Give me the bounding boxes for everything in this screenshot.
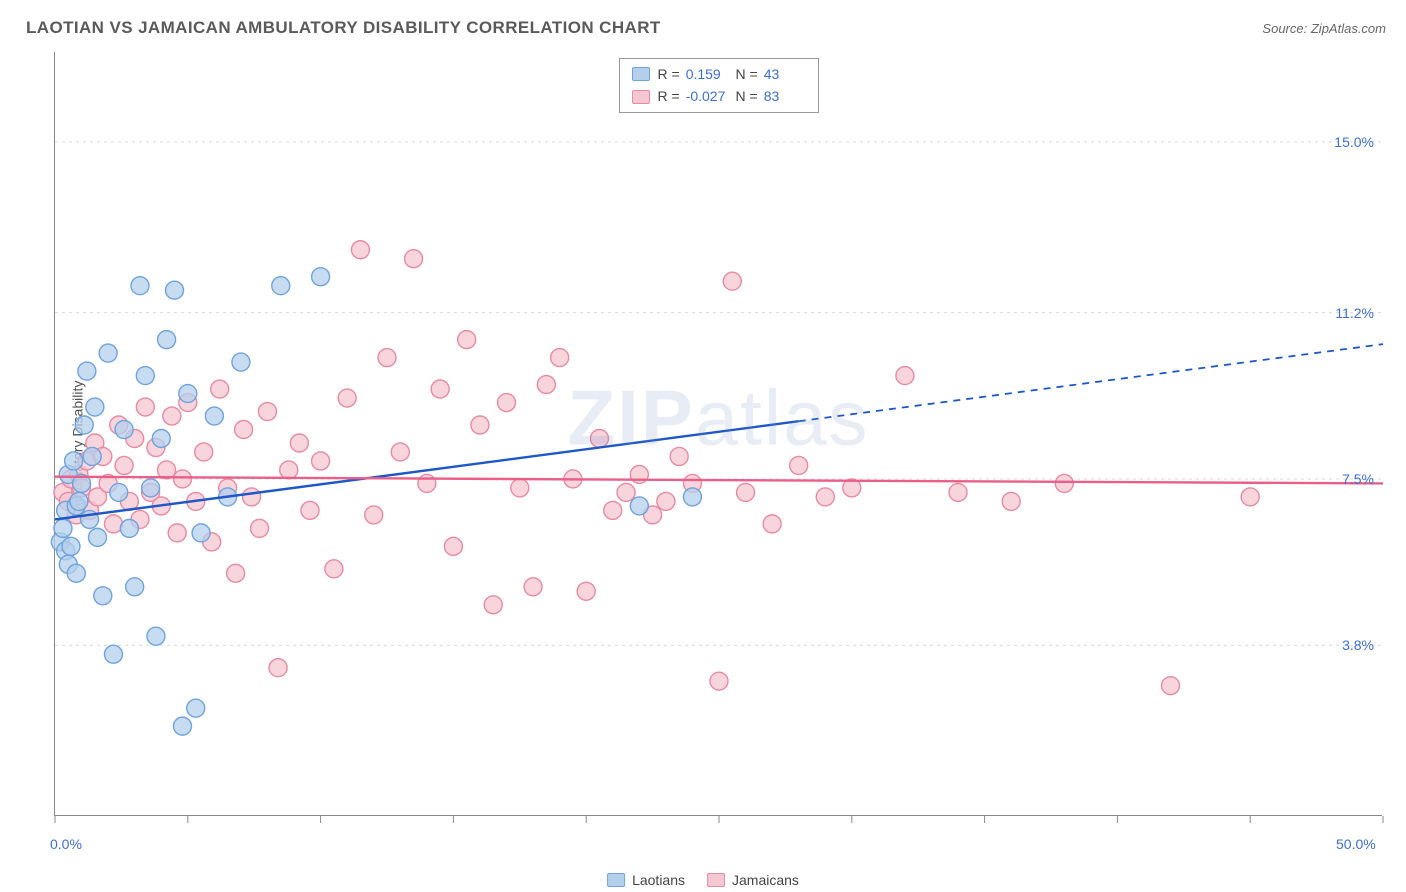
legend-label: Laotians	[632, 872, 685, 888]
n-laotians: 43	[764, 63, 780, 85]
legend-label: Jamaicans	[732, 872, 799, 888]
swatch-icon	[607, 873, 625, 887]
source-value: ZipAtlas.com	[1311, 21, 1386, 36]
x-axis-max-label: 50.0%	[1336, 836, 1376, 852]
correlation-legend: R =0.159 N =43 R =-0.027 N =83	[619, 58, 819, 113]
r-jamaicans: -0.027	[686, 85, 726, 107]
y-tick-label: 11.2%	[1335, 305, 1374, 321]
swatch-laotians	[632, 67, 650, 81]
n-jamaicans: 83	[764, 85, 780, 107]
series-legend: Laotians Jamaicans	[607, 872, 799, 888]
plot-svg	[55, 52, 1382, 815]
legend-row-jamaicans: R =-0.027 N =83	[632, 85, 806, 107]
swatch-jamaicans	[632, 90, 650, 104]
y-tick-label: 3.8%	[1342, 637, 1374, 653]
r-laotians: 0.159	[686, 63, 721, 85]
source-label: Source:	[1262, 21, 1307, 36]
chart-title: LAOTIAN VS JAMAICAN AMBULATORY DISABILIT…	[26, 18, 661, 38]
source-credit: Source: ZipAtlas.com	[1262, 21, 1386, 36]
y-tick-label: 7.5%	[1342, 471, 1374, 487]
legend-item-laotians: Laotians	[607, 872, 685, 888]
swatch-icon	[707, 873, 725, 887]
x-axis-min-label: 0.0%	[50, 836, 82, 852]
legend-item-jamaicans: Jamaicans	[707, 872, 799, 888]
y-tick-label: 15.0%	[1334, 134, 1374, 150]
plot-area: ZIPatlas R =0.159 N =43 R =-0.027 N =83 …	[54, 52, 1382, 816]
legend-row-laotians: R =0.159 N =43	[632, 63, 806, 85]
